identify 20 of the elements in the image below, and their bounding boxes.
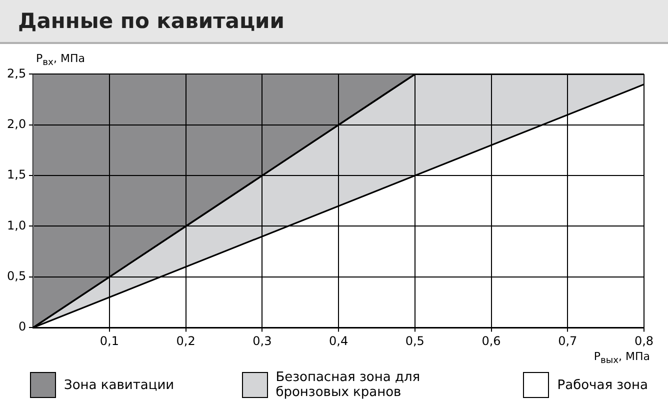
x-tick-label: 0,8	[634, 334, 654, 348]
x-tick-label: 0,3	[252, 334, 272, 348]
x-axis-title: P$_{вых}$, МПа	[594, 350, 650, 366]
x-tick-label: 0,2	[176, 334, 196, 348]
legend-label: Зона кавитации	[64, 378, 174, 392]
x-tick-label: 0,7	[558, 334, 578, 348]
y-tick-label: 1,0	[6, 218, 26, 232]
y-tick-label: 0	[18, 320, 26, 334]
y-tick-label: 1,5	[6, 168, 26, 182]
x-tick-label: 0,6	[482, 334, 501, 348]
y-tick-label: 2,0	[6, 117, 26, 132]
x-tick-label: 0,1	[100, 334, 119, 348]
legend-label: Рабочая зона	[557, 378, 648, 392]
y-axis-title: P$_{вх}$, МПа	[36, 52, 85, 68]
chart-title: Данные по кавитации	[18, 9, 284, 33]
x-tick-label: 0,5	[405, 334, 424, 348]
y-tick-label: 2,5	[6, 66, 26, 80]
y-tick-label: 0,5	[6, 269, 26, 284]
legend-label: Безопасная зона для бронзовых кранов	[276, 370, 422, 400]
x-tick-label: 0,4	[328, 334, 348, 348]
